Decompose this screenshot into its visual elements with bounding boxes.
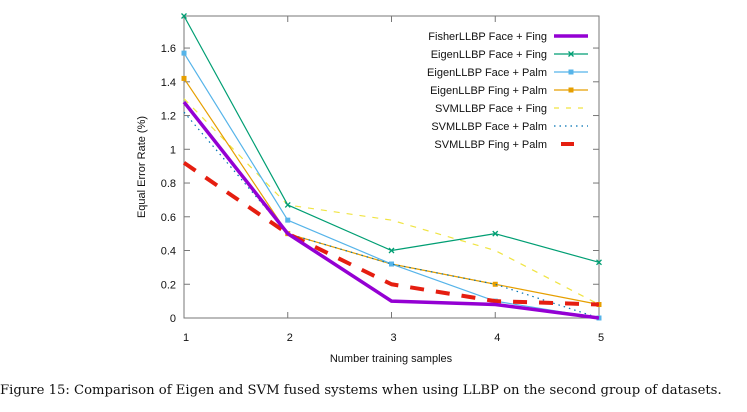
series-svmllbp-fing-palm bbox=[182, 161, 600, 307]
legend-marker bbox=[568, 69, 574, 75]
y-axis-title: Equal Error Rate (%) bbox=[136, 116, 148, 218]
data-point bbox=[596, 259, 602, 266]
data-point bbox=[181, 50, 187, 56]
y-tick-label: 0.2 bbox=[161, 279, 176, 291]
legend: FisherLLBP Face + Fing EigenLLBP Face + F… bbox=[412, 24, 592, 151]
data-point bbox=[181, 75, 187, 81]
legend-label: FisherLLBP Face + Fing bbox=[428, 31, 547, 43]
x-tick-label: 3 bbox=[390, 332, 396, 344]
series-eigenllbp-face-fing bbox=[181, 13, 602, 266]
y-tick-label: 1 bbox=[170, 144, 176, 156]
y-axis: 0 0.2 0.4 0.6 0.8 1 1.2 1.4 1.6 bbox=[161, 43, 599, 325]
data-point bbox=[285, 217, 291, 223]
series-fisherllbp-face-fing bbox=[182, 100, 600, 320]
legend-item: EigenLLBP Face + Fing bbox=[431, 49, 588, 61]
legend-marker bbox=[568, 51, 574, 57]
x-tick-label: 4 bbox=[494, 332, 500, 344]
legend-item: EigenLLBP Face + Palm bbox=[427, 67, 588, 79]
y-tick-label: 1.6 bbox=[161, 43, 176, 55]
y-tick-label: 0.6 bbox=[161, 212, 176, 224]
x-tick-label: 1 bbox=[183, 332, 189, 344]
y-tick-label: 1.2 bbox=[161, 111, 176, 123]
series-group bbox=[181, 13, 602, 321]
legend-label: SVMLLBP Fing + Palm bbox=[434, 139, 547, 151]
legend-label: SVMLLBP Face + Palm bbox=[431, 121, 547, 133]
x-tick-label: 2 bbox=[287, 332, 293, 344]
chart: 0 0.2 0.4 0.6 0.8 1 1.2 1.4 1.6 1 2 3 4 5 Equal Erro… bbox=[136, 13, 604, 365]
y-tick-label: 1.4 bbox=[161, 77, 176, 89]
figure-caption: Figure 15: Comparison of Eigen and SVM f… bbox=[0, 383, 722, 398]
y-tick-label: 0.4 bbox=[161, 246, 176, 258]
data-point bbox=[284, 202, 291, 208]
x-tick-label: 5 bbox=[598, 332, 604, 344]
legend-item: EigenLLBP Fing + Palm bbox=[430, 85, 588, 97]
legend-label: SVMLLBP Face + Fing bbox=[435, 103, 547, 115]
legend-marker bbox=[568, 87, 574, 93]
legend-background bbox=[412, 24, 592, 146]
legend-label: EigenLLBP Face + Palm bbox=[427, 67, 547, 79]
data-point bbox=[388, 247, 395, 254]
data-point bbox=[181, 13, 187, 19]
legend-item: SVMLLBP Face + Fing bbox=[435, 103, 588, 115]
data-point bbox=[492, 230, 499, 237]
plot-area: 0 0.2 0.4 0.6 0.8 1 1.2 1.4 1.6 1 2 3 4 5 bbox=[161, 13, 604, 344]
legend-label: EigenLLBP Fing + Palm bbox=[430, 85, 547, 97]
legend-item: FisherLLBP Face + Fing bbox=[428, 31, 588, 43]
y-tick-label: 0.8 bbox=[161, 178, 176, 190]
y-tick-label: 0 bbox=[170, 313, 176, 325]
legend-item: SVMLLBP Fing + Palm bbox=[434, 139, 574, 151]
series-line bbox=[182, 161, 600, 307]
x-axis-title: Number training samples bbox=[330, 353, 453, 365]
legend-item: SVMLLBP Face + Palm bbox=[431, 121, 588, 133]
legend-label: EigenLLBP Face + Fing bbox=[431, 49, 547, 61]
